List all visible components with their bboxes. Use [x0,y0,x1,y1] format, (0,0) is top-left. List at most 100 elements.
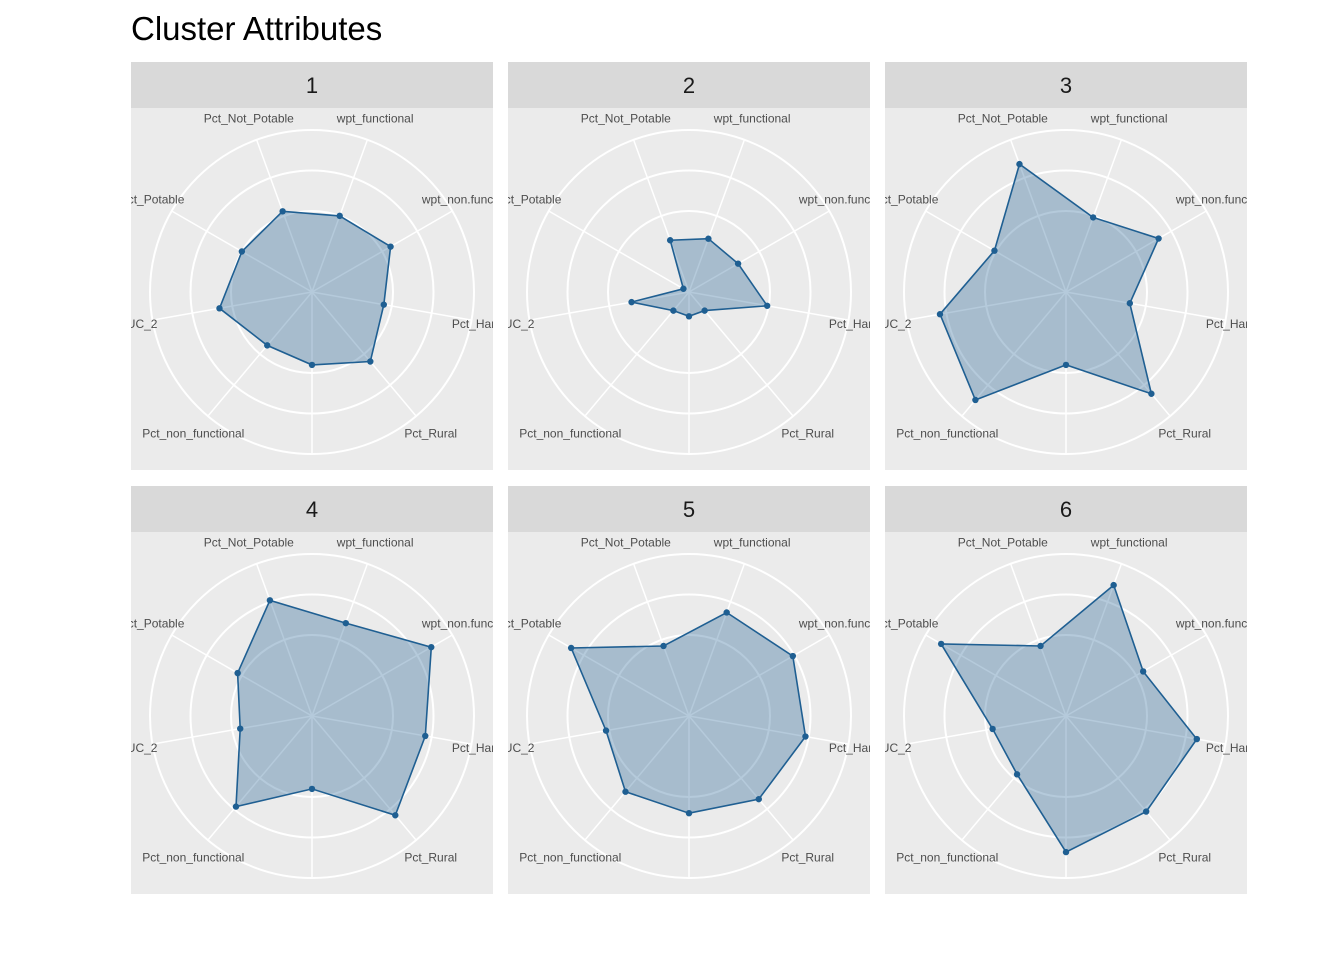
cluster-polygon [631,237,769,318]
axis-label: Pct_UC_2 [103,317,158,331]
data-point-wpt_non.functional [1155,235,1162,242]
axis-spoke [311,291,472,321]
data-point-Pct_Potable [238,248,246,255]
axis-label: Pct_functional [651,894,726,908]
facet-panel-5: 5 wpt_functional wpt_non.functional Pct_Han… [480,486,913,908]
axis-spoke [529,715,690,745]
axis-label: wpt_functional [336,535,414,549]
axis-label: Pct_Potable [874,193,939,207]
axis-label: Pct_functional [274,894,349,908]
axis-spoke [584,715,690,841]
data-point-Pct_HandPump [763,302,771,309]
data-point-wpt_functional [705,235,712,242]
data-point-Pct_functional [685,810,693,817]
data-point-Pct_HandPump [1193,735,1201,743]
axis-label: Pct_non_functional [142,426,244,440]
axis-label: Pct_Not_Potable [204,111,294,125]
axis-label: Pct_Not_Potable [958,535,1048,549]
axis-spoke [311,715,417,841]
facet-panel-3: 3 wpt_functional wpt_non.functional Pct_Han… [874,62,1276,470]
axis-label: wpt_non.functional [1175,193,1276,207]
axis-label: Pct_HandPump [452,741,536,755]
axis-spoke [1065,634,1207,717]
data-point-wpt_functional [1089,214,1097,221]
axis-label: Pct_Not_Potable [581,535,671,549]
data-point-Pct_UC_2 [936,311,944,318]
facet-panel-1: 1 wpt_functional wpt_non.functional Pct_Han… [103,62,522,470]
axis-label: Pct_UC_2 [103,741,158,755]
data-point-Pct_Rural [755,795,762,803]
axis-label: Pct_Not_Potable [958,111,1048,125]
data-point-wpt_functional [336,212,343,220]
facet-strip-label: 1 [306,73,318,98]
axis-label: wpt_functional [1090,111,1168,125]
facet-strip [885,62,1247,108]
data-point-Pct_Rural [701,307,708,314]
axis-label: Pct_Potable [120,617,185,631]
axis-label: wpt_non.functional [798,617,899,631]
axis-spoke [207,715,313,841]
axis-spoke [152,291,313,321]
data-point-Pct_Potable [937,640,945,648]
axis-label: wpt_non.functional [421,617,522,631]
axis-label: Pct_Rural [404,850,457,864]
axis-spoke [207,291,313,417]
facet-strip [508,62,870,108]
axis-label: Pct_UC_2 [480,741,535,755]
data-point-Pct_Rural [367,358,374,365]
axis-label: wpt_non.functional [421,193,522,207]
axis-label: Pct_functional [651,470,726,484]
cluster-polygon [939,583,1198,854]
axis-spoke [925,634,1067,717]
facet-strip-label: 6 [1060,497,1072,522]
facet-panel-6: 6 wpt_functional wpt_non.functional Pct_Han… [885,486,1247,894]
cluster-polygon [235,599,433,817]
axis-label: Pct_non_functional [896,426,998,440]
axis-label: Pct_non_functional [142,850,244,864]
data-point-Pct_functional [308,361,316,369]
data-point-Pct_UC_2 [628,298,635,306]
data-point-Pct_Rural [392,812,399,819]
axis-label: Pct_Rural [404,426,457,440]
axis-label: wpt_non.functional [798,193,899,207]
data-point-Pct_HandPump [380,301,387,308]
axis-spoke [311,563,369,717]
chart-title: Cluster Attributes [131,10,383,47]
axis-spoke [1065,715,1171,841]
axis-spoke [529,291,690,321]
radar-body: wpt_functional wpt_non.functional Pct_Hand… [103,535,536,908]
axis-label: Pct_UC_2 [480,317,535,331]
data-point-wpt_functional [723,609,730,616]
axis-spoke [688,634,830,717]
axis-spoke [688,715,849,745]
data-point-wpt_non.functional [789,652,797,660]
axis-label: Pct_non_functional [519,426,621,440]
axis-label: wpt_functional [336,111,414,125]
data-point-wpt_non.functional [428,643,435,651]
axis-spoke [961,291,1067,417]
cluster-polygon [939,162,1160,402]
data-point-wpt_functional [342,619,349,627]
facet-panel-4: 4 wpt_functional wpt_non.functional Pct_Han… [103,486,536,908]
axis-spoke [688,715,794,841]
data-point-wpt_functional [1110,581,1117,589]
axis-label: Pct_HandPump [829,741,913,755]
axis-spoke [961,715,1067,841]
axis-label: Pct_non_functional [519,850,621,864]
data-point-wpt_non.functional [1139,668,1147,675]
data-point-Pct_Not_Potable [279,208,286,215]
data-point-Pct_Potable [234,669,241,677]
axis-spoke [632,563,690,717]
data-point-Pct_HandPump [1126,300,1134,307]
axis-spoke [1065,210,1207,293]
axis-spoke [171,634,313,717]
axis-spoke [255,139,313,293]
axis-spoke [311,715,472,745]
data-point-Pct_Not_Potable [266,597,274,604]
data-point-Pct_Potable [680,285,687,292]
data-point-Pct_UC_2 [989,725,996,733]
data-point-Pct_functional [1062,361,1070,369]
facet-strip [508,486,870,532]
radar-body: wpt_functional wpt_non.functional Pct_Hand… [480,111,899,484]
